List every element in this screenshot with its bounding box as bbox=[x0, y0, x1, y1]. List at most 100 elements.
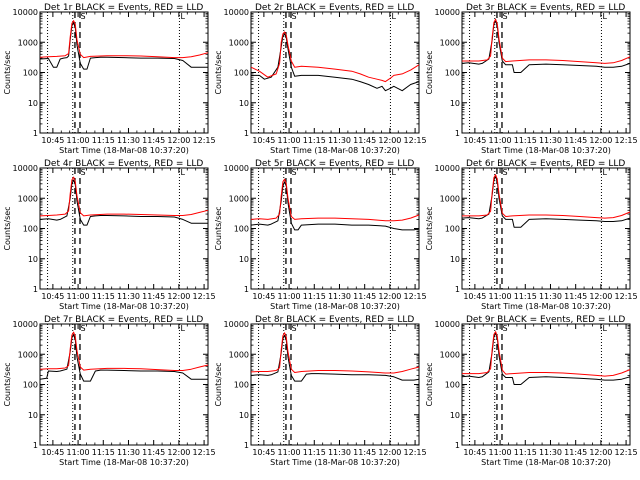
y-tick-label: 1000 bbox=[440, 194, 460, 203]
events-series-line bbox=[461, 20, 631, 73]
detector-panel-9: Det 9r BLACK = Events, RED = LLD 1 10 100 10… bbox=[425, 315, 638, 467]
marker-label: L bbox=[391, 324, 396, 333]
x-tick-label: 11:30 bbox=[328, 448, 351, 457]
events-series-line bbox=[250, 181, 420, 231]
marker-label: S bbox=[502, 168, 507, 177]
x-tick-label: 11:30 bbox=[539, 448, 562, 457]
panel-title: Det 4r BLACK = Events, RED = LLD bbox=[44, 159, 203, 169]
y-axis-label: Counts/sec bbox=[425, 50, 434, 94]
y-tick-label: 1 bbox=[455, 441, 460, 450]
x-tick-label: 10:45 bbox=[463, 292, 486, 301]
events-series-line bbox=[461, 332, 631, 385]
y-axis-label: Counts/sec bbox=[214, 206, 223, 250]
plot-frame bbox=[39, 11, 209, 134]
x-axis-label: Start Time (18-Mar-08 10:37:20) bbox=[270, 458, 400, 467]
y-tick-label: 10000 bbox=[224, 320, 249, 329]
y-tick-label: 100 bbox=[234, 69, 249, 78]
x-tick-label: 11:30 bbox=[117, 292, 140, 301]
x-tick-label: 12:15 bbox=[404, 136, 427, 145]
events-series-line bbox=[39, 22, 208, 70]
y-tick-label: 100 bbox=[445, 225, 460, 234]
x-tick-label: 11:15 bbox=[303, 292, 326, 301]
marker-label: S bbox=[502, 324, 507, 333]
x-tick-label: 12:15 bbox=[615, 136, 638, 145]
marker-label: L bbox=[602, 168, 607, 177]
y-tick-label: 10 bbox=[450, 255, 460, 264]
events-series-line bbox=[39, 334, 208, 382]
x-tick-label: 11:15 bbox=[303, 136, 326, 145]
y-axis-label: Counts/sec bbox=[3, 362, 12, 406]
y-tick-label: 1000 bbox=[229, 38, 249, 47]
x-tick-label: 11:30 bbox=[117, 448, 140, 457]
panel-title: Det 9r BLACK = Events, RED = LLD bbox=[466, 315, 625, 325]
panel-title: Det 2r BLACK = Events, RED = LLD bbox=[255, 3, 414, 13]
x-tick-label: 11:15 bbox=[514, 292, 537, 301]
y-tick-label: 100 bbox=[23, 225, 38, 234]
y-tick-label: 100 bbox=[445, 69, 460, 78]
x-tick-label: 12:15 bbox=[404, 292, 427, 301]
events-series-line bbox=[251, 33, 420, 92]
x-tick-label: 12:15 bbox=[193, 448, 216, 457]
x-axis-label: Start Time (18-Mar-08 10:37:20) bbox=[481, 302, 611, 311]
panel-title: Det 1r BLACK = Events, RED = LLD bbox=[44, 3, 203, 13]
x-tick-label: 11:30 bbox=[117, 136, 140, 145]
x-tick-label: 11:30 bbox=[328, 136, 351, 145]
y-tick-label: 100 bbox=[234, 225, 249, 234]
detector-panel-1: Det 1r BLACK = Events, RED = LLD 1 10 100 10… bbox=[3, 3, 216, 155]
x-tick-label: 11:45 bbox=[564, 136, 587, 145]
y-tick-label: 1 bbox=[244, 129, 249, 138]
y-tick-label: 10000 bbox=[224, 8, 249, 17]
y-axis-label: Counts/sec bbox=[425, 362, 434, 406]
detector-panel-5: Det 5r BLACK = Events, RED = LLD 1 10 100 10… bbox=[214, 159, 427, 311]
detector-panel-8: Det 8r BLACK = Events, RED = LLD 1 10 100 10… bbox=[214, 315, 427, 467]
y-tick-label: 100 bbox=[23, 69, 38, 78]
y-tick-label: 1 bbox=[455, 285, 460, 294]
x-tick-label: 11:30 bbox=[328, 292, 351, 301]
y-tick-label: 10000 bbox=[435, 320, 460, 329]
y-tick-label: 100 bbox=[23, 381, 38, 390]
x-axis-label: Start Time (18-Mar-08 10:37:20) bbox=[481, 458, 611, 467]
x-tick-label: 11:45 bbox=[353, 292, 376, 301]
y-tick-label: 1000 bbox=[440, 38, 460, 47]
x-tick-label: 10:45 bbox=[252, 136, 275, 145]
marker-label: L bbox=[391, 168, 396, 177]
y-tick-label: 10000 bbox=[13, 320, 38, 329]
x-tick-label: 12:00 bbox=[167, 292, 190, 301]
x-tick-label: 11:00 bbox=[67, 448, 90, 457]
marker-label: S bbox=[291, 324, 296, 333]
y-tick-label: 10 bbox=[450, 99, 460, 108]
lld-series-line bbox=[462, 174, 631, 219]
y-tick-label: 1000 bbox=[18, 350, 38, 359]
x-tick-label: 11:00 bbox=[489, 136, 512, 145]
x-tick-label: 11:00 bbox=[489, 292, 512, 301]
x-tick-label: 11:00 bbox=[67, 292, 90, 301]
panel-title: Det 6r BLACK = Events, RED = LLD bbox=[466, 159, 625, 169]
y-tick-label: 1 bbox=[244, 441, 249, 450]
x-tick-label: 10:45 bbox=[41, 292, 64, 301]
events-series-line bbox=[39, 179, 208, 226]
x-tick-label: 11:45 bbox=[564, 292, 587, 301]
y-tick-label: 1 bbox=[455, 129, 460, 138]
y-axis-label: Counts/sec bbox=[3, 50, 12, 94]
y-tick-label: 1 bbox=[33, 129, 38, 138]
y-tick-label: 10000 bbox=[13, 8, 38, 17]
marker-label: L bbox=[180, 12, 185, 21]
x-tick-label: 12:15 bbox=[615, 448, 638, 457]
detector-panel-2: Det 2r BLACK = Events, RED = LLD 1 10 100 10… bbox=[214, 3, 427, 155]
x-tick-label: 11:45 bbox=[564, 448, 587, 457]
y-tick-label: 10 bbox=[239, 411, 249, 420]
y-tick-label: 1 bbox=[33, 285, 38, 294]
y-tick-label: 10000 bbox=[13, 164, 38, 173]
marker-label: L bbox=[180, 324, 185, 333]
panel-title: Det 8r BLACK = Events, RED = LLD bbox=[255, 315, 414, 325]
lld-series-line bbox=[250, 332, 420, 374]
x-tick-label: 11:15 bbox=[303, 448, 326, 457]
marker-label: S bbox=[291, 168, 296, 177]
y-tick-label: 100 bbox=[445, 381, 460, 390]
marker-label: S bbox=[80, 12, 85, 21]
x-axis-label: Start Time (18-Mar-08 10:37:20) bbox=[270, 302, 400, 311]
marker-label: S bbox=[291, 12, 296, 21]
y-tick-label: 1000 bbox=[18, 194, 38, 203]
x-tick-label: 12:00 bbox=[378, 136, 401, 145]
y-tick-label: 1000 bbox=[18, 38, 38, 47]
